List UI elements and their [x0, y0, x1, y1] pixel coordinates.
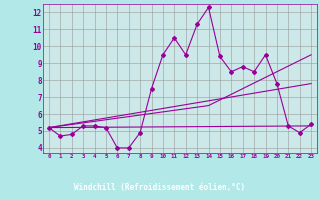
Text: Windchill (Refroidissement éolien,°C): Windchill (Refroidissement éolien,°C) [75, 183, 245, 192]
